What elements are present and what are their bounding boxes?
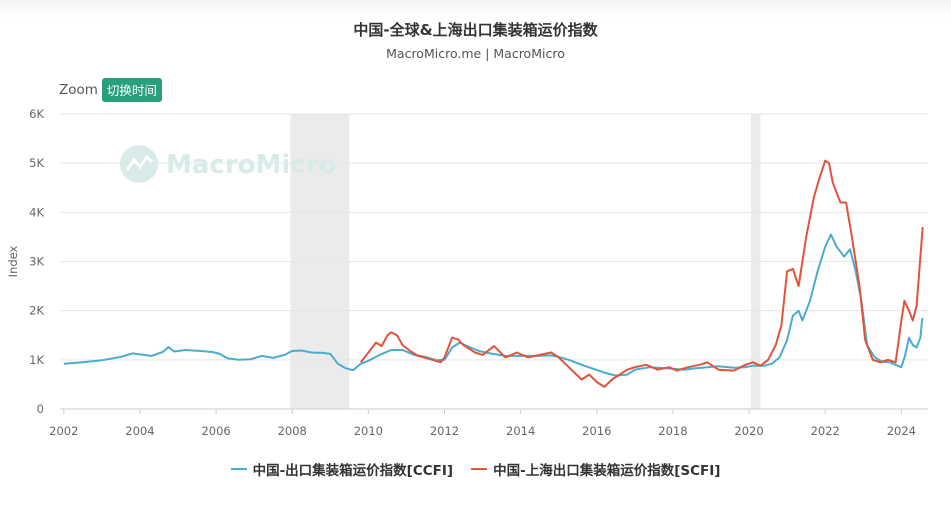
x-tick-label: 2022 xyxy=(811,424,840,438)
watermark-text: MacroMicro xyxy=(166,150,336,180)
legend-item-ccfi[interactable]: 中国-出口集装箱运价指数[CCFI] xyxy=(230,459,454,479)
legend-label-ccfi: 中国-出口集装箱运价指数[CCFI] xyxy=(252,463,454,479)
zoom-label: Zoom xyxy=(59,82,98,98)
top-bar xyxy=(0,0,951,18)
y-tick-label: 5K xyxy=(29,156,44,170)
y-axis: 0 1K 2K 3K 4K 5K 6K xyxy=(29,107,44,416)
zoom-toggle-button[interactable]: 切换时间 xyxy=(101,78,162,102)
legend-item-scfi[interactable]: 中国-上海出口集装箱运价指数[SCFI] xyxy=(471,459,720,479)
x-tick-label: 2020 xyxy=(734,424,763,438)
legend-swatch-ccfi xyxy=(230,468,247,470)
chart-title: 中国-全球&上海出口集装箱运价指数 xyxy=(353,21,598,39)
legend: 中国-出口集装箱运价指数[CCFI] 中国-上海出口集装箱运价指数[SCFI] xyxy=(0,459,951,479)
series-line-ccfi xyxy=(63,233,924,377)
x-tick-label: 2012 xyxy=(430,424,459,438)
x-tick-label: 2016 xyxy=(582,424,611,438)
watermark-icon-mark xyxy=(125,154,154,171)
y-axis-label: Index xyxy=(6,245,20,277)
y-tick-label: 0 xyxy=(37,402,44,416)
x-axis: 2002 2004 2006 2008 2010 2012 2014 2016 2018 2020… xyxy=(49,409,916,438)
x-tick-label: 2010 xyxy=(354,424,383,438)
x-tick-label: 2002 xyxy=(49,424,78,438)
x-tick-label: 2008 xyxy=(278,424,307,438)
chart-subtitle: MacroMicro.me | MacroMicro xyxy=(386,46,565,61)
watermark-logo: MacroMicro xyxy=(120,145,336,183)
x-tick-label: 2014 xyxy=(506,424,535,438)
x-tick-label: 2024 xyxy=(887,424,916,438)
legend-label-scfi: 中国-上海出口集装箱运价指数[SCFI] xyxy=(493,463,721,479)
x-tick-label: 2018 xyxy=(658,424,687,438)
y-tick-label: 3K xyxy=(29,255,44,269)
legend-swatch-scfi xyxy=(471,468,488,470)
y-tick-label: 2K xyxy=(29,304,44,318)
y-tick-label: 1K xyxy=(29,353,44,367)
x-tick-label: 2004 xyxy=(125,424,154,438)
series-line-scfi xyxy=(360,159,924,388)
zoom-control: Zoom 切换时间 xyxy=(59,78,162,102)
y-tick-label: 6K xyxy=(29,107,44,121)
y-tick-label: 4K xyxy=(29,205,44,219)
series-lines xyxy=(63,159,924,388)
x-tick-label: 2006 xyxy=(201,424,230,438)
